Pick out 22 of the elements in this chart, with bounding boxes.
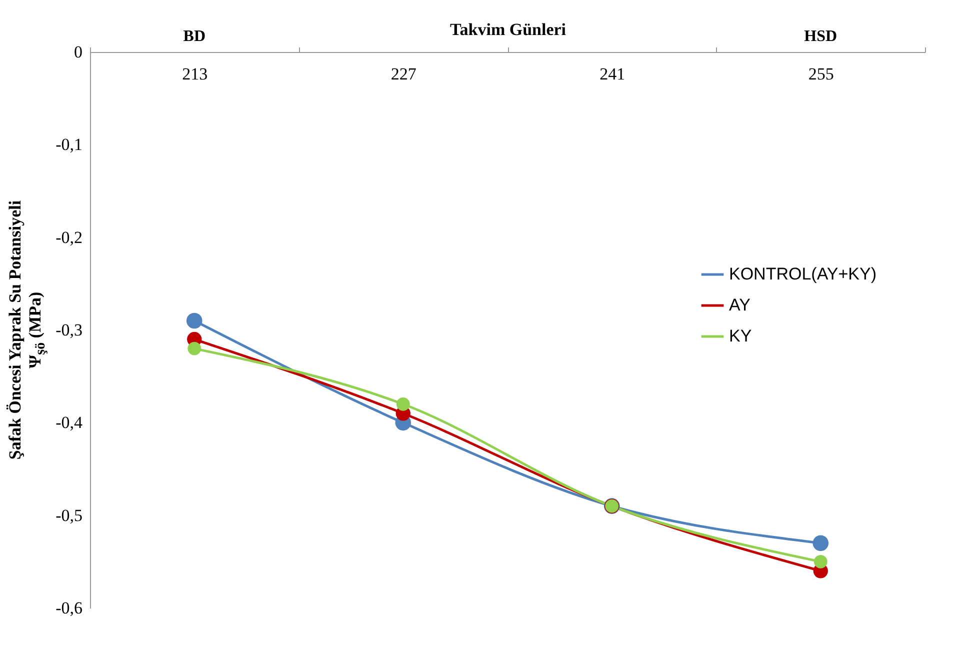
y-tick-label: 0 <box>74 42 82 62</box>
y-tick-label: -0,3 <box>56 320 82 340</box>
legend-label: KONTROL(AY+KY) <box>729 264 877 284</box>
y-tick-label: -0,6 <box>56 598 82 618</box>
legend-label: AY <box>729 296 750 314</box>
legend-label: KY <box>729 326 752 346</box>
text: BD <box>183 28 206 45</box>
y-tick-label: -0,1 <box>56 135 82 154</box>
point <box>188 342 202 356</box>
x-axis-title: Takvim Günleri <box>450 20 566 39</box>
y-tick-label: -0,4 <box>56 413 83 432</box>
x-tick-label: 255 <box>808 64 834 84</box>
x-tick-label: 241 <box>600 64 626 84</box>
y-tick-label: -0,5 <box>56 506 82 525</box>
y-tick-label: -0,2 <box>56 228 82 247</box>
point <box>186 312 202 329</box>
point <box>812 535 829 552</box>
text: HSD <box>804 28 838 45</box>
x-tick-label: 227 <box>390 64 417 84</box>
point <box>814 554 828 568</box>
x-tick-label: 213 <box>182 64 208 84</box>
point <box>396 397 410 411</box>
